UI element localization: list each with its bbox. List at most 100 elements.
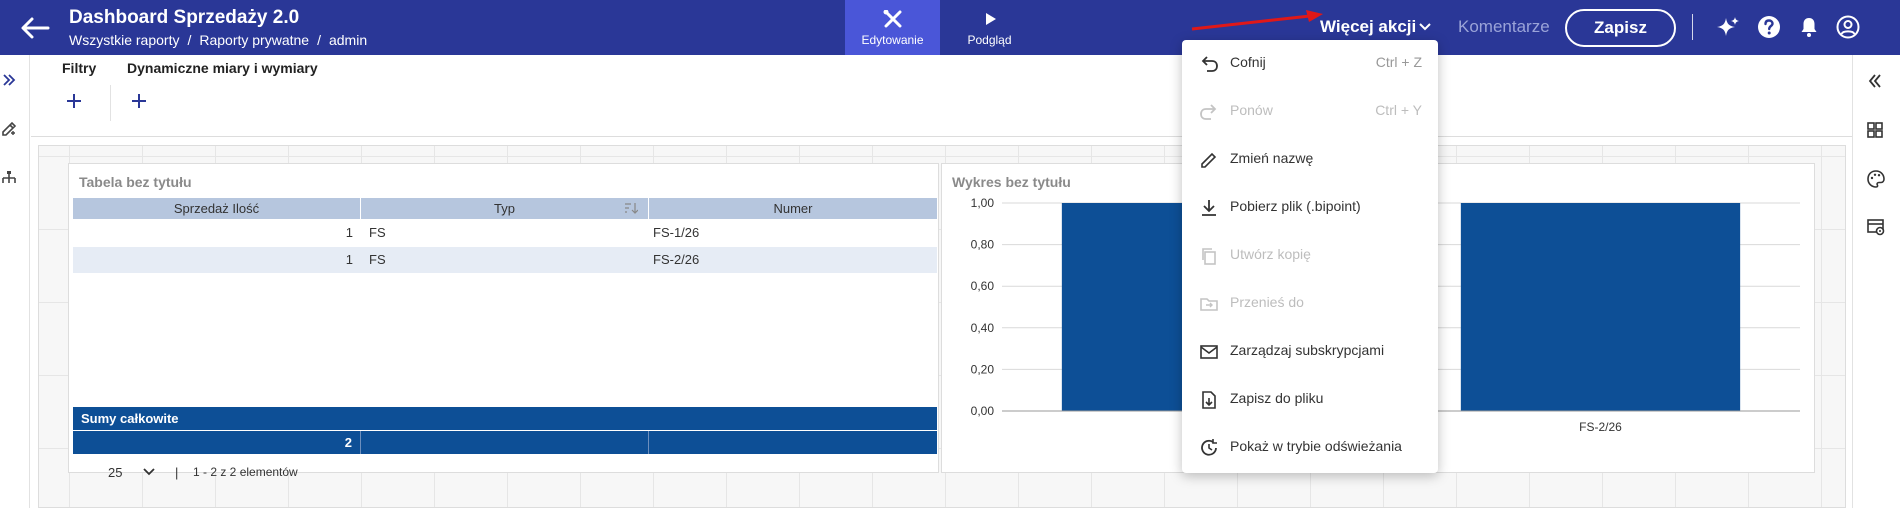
totals-label: Sumy całkowite bbox=[73, 407, 937, 430]
breadcrumb-all-reports[interactable]: Wszystkie raporty bbox=[69, 32, 180, 48]
header-divider bbox=[1692, 14, 1693, 40]
table-row[interactable]: 1 FS FS-1/26 bbox=[73, 220, 937, 246]
sparkle-icon[interactable] bbox=[1716, 15, 1740, 39]
refresh-clock-icon bbox=[1201, 439, 1217, 456]
back-arrow-icon[interactable] bbox=[18, 14, 52, 42]
widgets-grid-icon[interactable] bbox=[1866, 121, 1884, 139]
cell-number: FS-1/26 bbox=[653, 225, 700, 240]
menu-item-label: Zmień nazwę bbox=[1230, 150, 1314, 166]
pagination-bar: 25 | 1 - 2 z 2 elementów bbox=[69, 460, 939, 484]
totals-row: 2 bbox=[73, 431, 937, 454]
page-size-select[interactable]: 25 bbox=[108, 465, 123, 480]
sort-icon[interactable] bbox=[624, 202, 638, 214]
menu-item-label: Pobierz plik (.bipoint) bbox=[1230, 198, 1361, 214]
menu-item-label: Przenieś do bbox=[1230, 294, 1304, 310]
menu-item-shortcut: Ctrl + Z bbox=[1375, 54, 1422, 70]
page-size-chevron-icon[interactable] bbox=[142, 467, 156, 477]
menu-item-label: Cofnij bbox=[1230, 54, 1266, 70]
dynamic-measures-label: Dynamiczne miary i wymiary bbox=[127, 60, 318, 76]
account-icon[interactable] bbox=[1836, 15, 1860, 39]
y-tick-label: 1,00 bbox=[971, 196, 995, 210]
y-tick-label: 0,20 bbox=[971, 362, 995, 376]
y-tick-label: 0,40 bbox=[971, 321, 995, 335]
cell-qty: 1 bbox=[345, 225, 353, 240]
breadcrumb: Wszystkie raporty / Raporty prywatne / admin bbox=[69, 32, 367, 48]
filters-bar: Filtry Dynamiczne miary i wymiary bbox=[31, 55, 1852, 137]
bar bbox=[1460, 203, 1741, 411]
settings-panel-icon[interactable] bbox=[1866, 217, 1886, 237]
y-tick-label: 0,80 bbox=[971, 238, 995, 252]
dashboard-canvas: Tabela bez tytułu Sprzedaż Ilość Typ Num… bbox=[38, 145, 1846, 508]
menu-item-label: Ponów bbox=[1230, 102, 1273, 118]
palette-icon[interactable] bbox=[1866, 169, 1886, 189]
menu-item-label: Utwórz kopię bbox=[1230, 246, 1311, 262]
menu-item-undo[interactable]: Cofnij Ctrl + Z bbox=[1182, 40, 1438, 88]
save-file-icon bbox=[1202, 391, 1216, 409]
table-widget[interactable]: Tabela bez tytułu Sprzedaż Ilość Typ Num… bbox=[68, 163, 939, 480]
pencil-ruler-icon[interactable] bbox=[0, 120, 18, 138]
left-toolbar bbox=[0, 55, 30, 508]
column-header-type[interactable]: Typ bbox=[361, 198, 649, 219]
pagination-separator: | bbox=[175, 465, 179, 480]
breadcrumb-separator: / bbox=[317, 32, 321, 48]
mail-icon bbox=[1200, 345, 1218, 359]
menu-item-shortcut: Ctrl + Y bbox=[1375, 102, 1422, 118]
expand-double-chevron-icon[interactable] bbox=[2, 73, 16, 87]
chevron-down-icon[interactable] bbox=[1418, 22, 1432, 32]
breadcrumb-private-reports[interactable]: Raporty prywatne bbox=[199, 32, 310, 48]
menu-item-move-folder: Przenieś do bbox=[1182, 280, 1438, 328]
totals-type bbox=[361, 431, 649, 454]
cell-qty: 1 bbox=[345, 252, 353, 267]
x-tick-label: FS-2/26 bbox=[1579, 420, 1622, 434]
bell-icon[interactable] bbox=[1797, 15, 1821, 39]
move-folder-icon bbox=[1200, 298, 1218, 311]
add-dynamic-measure-icon[interactable] bbox=[129, 91, 149, 111]
cell-type: FS bbox=[369, 252, 386, 267]
menu-item-label: Zarządzaj subskrypcjami bbox=[1230, 342, 1385, 358]
collapse-double-chevron-icon[interactable] bbox=[1867, 73, 1883, 89]
cell-type: FS bbox=[369, 225, 386, 240]
more-actions-button[interactable]: Więcej akcji bbox=[1320, 17, 1417, 36]
save-button[interactable]: Zapisz bbox=[1565, 9, 1676, 47]
menu-item-download[interactable]: Pobierz plik (.bipoint) bbox=[1182, 184, 1438, 232]
menu-item-save-file[interactable]: Zapisz do pliku bbox=[1182, 376, 1438, 424]
column-header-number[interactable]: Numer bbox=[649, 198, 937, 219]
cell-number: FS-2/26 bbox=[653, 252, 700, 267]
breadcrumb-separator: / bbox=[187, 32, 192, 48]
column-header-qty[interactable]: Sprzedaż Ilość bbox=[73, 198, 361, 219]
download-icon bbox=[1202, 200, 1216, 216]
mode-edit-button[interactable]: Edytowanie bbox=[845, 0, 940, 55]
more-actions-menu: Cofnij Ctrl + Z Ponów Ctrl + Y Zmień nazwę Po… bbox=[1182, 40, 1438, 473]
play-icon bbox=[986, 13, 996, 25]
mode-preview-button[interactable]: Podgląd bbox=[942, 0, 1037, 55]
table-row[interactable]: 1 FS FS-2/26 bbox=[73, 247, 937, 273]
menu-item-refresh-clock[interactable]: Pokaż w trybie odświeżania bbox=[1182, 424, 1438, 472]
menu-item-copy: Utwórz kopię bbox=[1182, 232, 1438, 280]
y-tick-label: 0,60 bbox=[971, 279, 995, 293]
annotation-arrow bbox=[1191, 10, 1323, 31]
mode-edit-label: Edytowanie bbox=[861, 33, 924, 47]
right-toolbar bbox=[1852, 55, 1900, 508]
menu-item-pencil[interactable]: Zmień nazwę bbox=[1182, 136, 1438, 184]
edit-tools-icon bbox=[883, 10, 902, 28]
menu-item-label: Zapisz do pliku bbox=[1230, 390, 1324, 406]
totals-qty: 2 bbox=[73, 431, 361, 454]
menu-item-redo: Ponów Ctrl + Y bbox=[1182, 88, 1438, 136]
chart-widget-title: Wykres bez tytułu bbox=[952, 174, 1071, 190]
page-title: Dashboard Sprzedaży 2.0 bbox=[69, 7, 300, 28]
mode-preview-label: Podgląd bbox=[967, 33, 1012, 47]
top-bar: Dashboard Sprzedaży 2.0 Wszystkie raport… bbox=[0, 0, 1900, 55]
table-widget-title: Tabela bez tytułu bbox=[79, 174, 192, 190]
column-header-type-label: Typ bbox=[494, 201, 515, 216]
menu-item-label: Pokaż w trybie odświeżania bbox=[1230, 438, 1402, 454]
pagination-info: 1 - 2 z 2 elementów bbox=[193, 465, 298, 479]
pencil-icon bbox=[1201, 152, 1217, 168]
help-icon[interactable] bbox=[1757, 15, 1781, 39]
comments-button[interactable]: Komentarze bbox=[1458, 17, 1550, 36]
breadcrumb-admin[interactable]: admin bbox=[328, 32, 368, 48]
copy-icon bbox=[1202, 248, 1216, 265]
hierarchy-icon[interactable] bbox=[0, 170, 18, 188]
add-filter-icon[interactable] bbox=[64, 91, 84, 111]
menu-item-mail[interactable]: Zarządzaj subskrypcjami bbox=[1182, 328, 1438, 376]
